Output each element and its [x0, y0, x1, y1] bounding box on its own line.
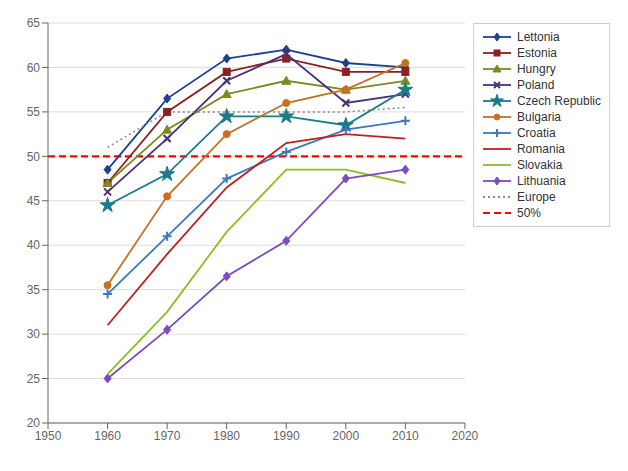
- svg-text:35: 35: [27, 283, 41, 297]
- svg-text:1970: 1970: [154, 429, 181, 443]
- html-text:Czech Republic: Czech Republic: [517, 94, 601, 108]
- html-text:Hungry: Hungry: [517, 62, 556, 76]
- svg-text:20: 20: [27, 416, 41, 430]
- svg-text:1990: 1990: [273, 429, 300, 443]
- html-text:Lithuania: Lithuania: [517, 174, 566, 188]
- html-text:Estonia: Estonia: [517, 46, 557, 60]
- html-text:Lettonia: Lettonia: [517, 30, 560, 44]
- html-text:Croatia: Croatia: [517, 126, 556, 140]
- svg-text:2020: 2020: [452, 429, 479, 443]
- html-text:Poland: Poland: [517, 78, 555, 92]
- html-text:50%: 50%: [517, 206, 541, 220]
- svg-text:45: 45: [27, 194, 41, 208]
- html-text:Bulgaria: Bulgaria: [517, 110, 561, 124]
- svg-text:55: 55: [27, 105, 41, 119]
- svg-text:40: 40: [27, 238, 41, 252]
- svg-text:1980: 1980: [213, 429, 240, 443]
- svg-text:1950: 1950: [35, 429, 62, 443]
- svg-text:60: 60: [27, 61, 41, 75]
- svg-text:65: 65: [27, 16, 41, 30]
- svg-text:30: 30: [27, 327, 41, 341]
- html-text:Romania: Romania: [517, 142, 565, 156]
- svg-text:2010: 2010: [392, 429, 419, 443]
- svg-text:1960: 1960: [94, 429, 121, 443]
- html-text:Europe: Europe: [517, 190, 556, 204]
- html-text:Slovakia: Slovakia: [517, 158, 563, 172]
- svg-text:25: 25: [27, 372, 41, 386]
- svg-text:50: 50: [27, 150, 41, 164]
- svg-text:2000: 2000: [332, 429, 359, 443]
